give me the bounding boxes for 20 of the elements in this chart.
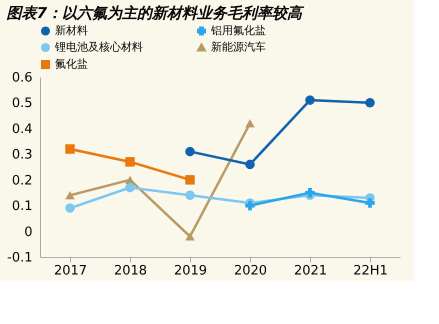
y-tick-label: 0.5	[12, 96, 32, 112]
y-tick-label: 0.3	[12, 148, 32, 163]
legend-label: 铝用氟化盐	[210, 24, 266, 37]
chart-title: 图表7：以六氟为主的新材料业务毛利率较高	[6, 4, 306, 22]
legend-label: 新材料	[55, 24, 88, 37]
x-tick-label: 2018	[114, 264, 148, 278]
y-tick-label: 0.2	[12, 173, 32, 188]
y-tick-label: 0.6	[12, 70, 32, 86]
legend-label: 锂电池及核心材料	[54, 40, 143, 54]
x-tick-label: 2021	[294, 264, 328, 278]
y-tick-label: 0.1	[12, 199, 32, 214]
y-tick-label: 0	[24, 224, 32, 240]
legend-label: 新能源汽车	[211, 40, 266, 54]
x-tick-label: 2017	[54, 264, 88, 278]
y-tick-label: -0.1	[7, 250, 32, 266]
legend-label: 氟化盐	[55, 58, 88, 70]
x-tick-label: 2020	[234, 264, 268, 278]
x-tick-label: 2019	[174, 264, 208, 278]
y-tick-label: 0.4	[12, 122, 32, 137]
x-tick-label: 22H1	[353, 264, 388, 278]
